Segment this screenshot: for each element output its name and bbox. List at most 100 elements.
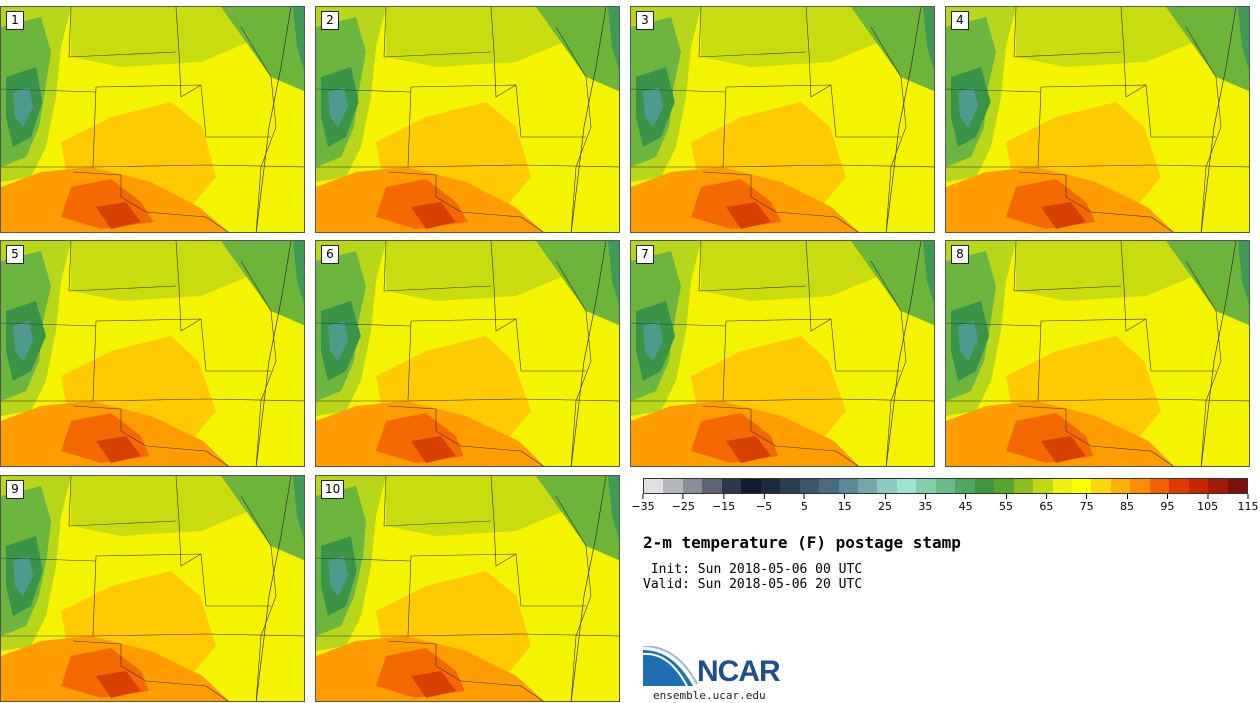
colorbar-segment (857, 479, 878, 493)
river-line (1200, 241, 1237, 466)
state-borders (316, 241, 619, 466)
river-line (570, 476, 607, 701)
member-map-2: 2 (315, 6, 620, 233)
rockies-peaks (643, 87, 663, 127)
colorbar-segment (1169, 479, 1189, 493)
colorbar-tick-label: 85 (1120, 494, 1134, 513)
site-url: ensemble.ucar.edu (653, 689, 766, 702)
rockies-peaks (13, 556, 33, 596)
colorbar-tick-label: 5 (801, 494, 808, 513)
colorbar-segment (760, 479, 781, 493)
colorbar-segment (1208, 479, 1228, 493)
member-map-1: 1 (0, 6, 305, 233)
rockies-peaks (13, 87, 33, 127)
ne-lake (923, 7, 934, 71)
colorbar-tick-label: 15 (838, 494, 852, 513)
north-band (701, 7, 891, 67)
state-borders (1, 7, 304, 232)
colorbar-segment (1110, 479, 1131, 493)
ne-lake (1238, 241, 1249, 305)
north-band (71, 7, 261, 67)
valid-time: Valid: Sun 2018-05-06 20 UTC (643, 577, 863, 592)
member-label: 2 (321, 11, 339, 30)
colorbar-tick-label: −25 (672, 494, 695, 513)
state-borders (946, 241, 1249, 466)
north-band (71, 241, 261, 301)
ne-lake (1238, 7, 1249, 71)
hot-spot (726, 202, 771, 229)
colorbar-tick-label: −5 (756, 494, 772, 513)
ne-lake (608, 241, 619, 305)
member-label: 7 (636, 245, 654, 264)
member-map-5: 5 (0, 240, 305, 467)
colorbar-segment (896, 479, 917, 493)
colorbar-segment (644, 479, 664, 493)
river-line (570, 7, 607, 232)
state-borders (1, 241, 304, 466)
member-label: 8 (951, 245, 969, 264)
river-line (885, 7, 922, 232)
init-time: Init: Sun 2018-05-06 00 UTC (643, 562, 863, 577)
rockies-peaks (958, 321, 978, 361)
hot-spot (726, 436, 771, 463)
colorbar-segment (741, 479, 761, 493)
colorbar-segment (1071, 479, 1092, 493)
ne-lake (923, 241, 934, 305)
river-line (1200, 7, 1237, 232)
rockies-peaks (328, 321, 348, 361)
hot-spot (96, 671, 141, 698)
colorbar-segment (974, 479, 995, 493)
hot-spot (1041, 436, 1086, 463)
hot-spot (96, 202, 141, 229)
river-line (255, 7, 292, 232)
colorbar-segment (877, 479, 897, 493)
colorbar-tick-label: 75 (1080, 494, 1094, 513)
member-label: 6 (321, 245, 339, 264)
colorbar-segment (1130, 479, 1150, 493)
state-borders (631, 241, 934, 466)
member-map-4: 4 (945, 6, 1250, 233)
ncar-logo-icon (643, 646, 698, 687)
north-band (1016, 7, 1206, 67)
ne-lake (293, 241, 304, 305)
ne-lake (293, 476, 304, 540)
member-label: 5 (6, 245, 24, 264)
hot-spot (411, 671, 456, 698)
colorbar-tick-label: −35 (631, 494, 654, 513)
colorbar-tick-label: 95 (1160, 494, 1174, 513)
hot-spot (96, 436, 141, 463)
colorbar-segment (799, 479, 820, 493)
colorbar-ticks: −35 −25 −15 −5 5 15 25 35 45 55 65 75 85 95 105 115 (631, 494, 1258, 518)
colorbar-segment (916, 479, 936, 493)
colorbar-segment (1052, 479, 1072, 493)
member-label: 9 (6, 480, 24, 499)
colorbar-segment (1149, 479, 1170, 493)
member-label: 1 (6, 11, 24, 30)
colorbar-segment (682, 479, 703, 493)
member-label: 10 (321, 480, 345, 499)
member-map-7: 7 (630, 240, 935, 467)
north-band (71, 476, 261, 536)
member-map-8: 8 (945, 240, 1250, 467)
state-borders (1, 476, 304, 701)
rockies-peaks (328, 87, 348, 127)
ne-lake (608, 7, 619, 71)
colorbar-segment (819, 479, 839, 493)
rockies-peaks (643, 321, 663, 361)
colorbar-tick-label: 45 (959, 494, 973, 513)
member-label: 4 (951, 11, 969, 30)
state-borders (631, 7, 934, 232)
colorbar-segment (1227, 479, 1248, 493)
hot-spot (411, 436, 456, 463)
river-line (885, 241, 922, 466)
colorbar-tick-label: 55 (999, 494, 1013, 513)
hot-spot (411, 202, 456, 229)
colorbar-tick-label: 115 (1238, 494, 1259, 513)
temperature-colorbar (643, 478, 1248, 494)
state-borders (316, 476, 619, 701)
colorbar-tick-label: 105 (1197, 494, 1218, 513)
ne-lake (608, 476, 619, 540)
colorbar-segment (780, 479, 800, 493)
colorbar-tick-label: 25 (878, 494, 892, 513)
colorbar-segment (1013, 479, 1034, 493)
